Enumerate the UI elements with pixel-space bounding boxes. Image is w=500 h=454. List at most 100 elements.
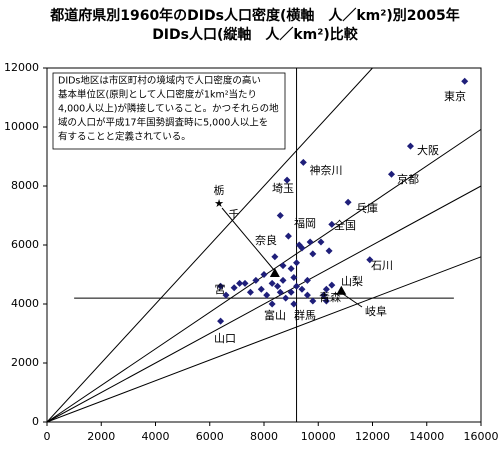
data-point [328,220,336,228]
data-point [344,198,352,206]
x-tick-label: 10000 [301,430,336,443]
data-point [320,291,328,299]
data-point [303,291,311,299]
y-tick-label: 12000 [4,61,39,74]
data-point [271,253,279,261]
data-point [268,300,276,308]
data-point [230,284,238,292]
note-text: 有することと定義されている。 [58,131,191,143]
reference-line [46,67,373,423]
data-point [290,273,298,281]
reference-line [46,256,482,423]
annotation: 大阪 [417,143,439,157]
x-tick-label: 4000 [142,430,170,443]
data-point [246,288,254,296]
chart-title: 都道府県別1960年のDIDs人口密度(横軸 人／km²)別2005年 [49,7,460,24]
note-text: 基本単位区(原則として人口密度が1km²当たり [58,89,257,101]
annotation: 兵庫 [356,201,378,215]
y-tick-label: 10000 [4,120,39,133]
data-point [283,176,291,184]
data-point [217,317,225,325]
data-point [252,276,260,284]
data-point [325,247,333,255]
data-point [322,297,330,305]
data-point [287,265,295,273]
data-point [306,238,314,246]
annotation: 京都 [397,172,419,186]
annotation: 神奈川 [310,163,343,177]
data-point [263,291,271,299]
annotation: 石川 [371,259,393,272]
arrow [221,207,275,271]
x-tick-label: 16000 [464,430,499,443]
y-tick-label: 6000 [11,238,39,251]
y-tick-label: 8000 [11,179,39,192]
data-point [328,281,336,289]
note-text: 4,000人以上)が隣接していること。かつそれらの地 [58,103,279,115]
data-point [282,294,290,302]
note-text: 域の人口が平成17年国勢調査時に5,000人以上を [58,117,268,129]
data-point [268,279,276,287]
data-point [276,212,284,219]
data-point [322,285,330,293]
annotation: 宮 [215,282,226,296]
data-point [222,291,230,299]
data-point [217,282,225,290]
data-point [293,259,301,267]
data-point [236,279,244,287]
annotation: 奈良 [255,233,277,247]
reference-line [46,185,482,423]
annotation: ★ [214,197,224,210]
data-point [276,288,284,296]
data-point [309,297,317,305]
data-point [299,158,307,166]
annotation: 富山 [264,308,286,322]
data-point [269,268,280,278]
y-tick-label: 2000 [11,356,39,369]
annotation: 栃 [214,183,225,197]
data-point [293,282,301,290]
data-point [336,285,347,295]
x-tick-label: 14000 [409,430,444,443]
x-tick-label: 2000 [87,430,115,443]
data-point [309,250,317,258]
annotation: 埼玉 [272,181,294,195]
data-point [260,271,268,278]
data-point [366,256,374,264]
annotation: 東京 [444,89,466,103]
data-point [241,279,249,287]
note-text: DIDs地区は市区町村の境域内で人口密度の高い [58,75,261,87]
data-point [387,170,395,178]
arrow [342,293,363,308]
annotation: 全国 [334,218,356,232]
x-tick-label: 12000 [355,430,390,443]
data-point [287,288,295,296]
data-point [279,262,287,270]
annotation: 山口 [214,332,236,345]
note-box [52,72,286,150]
x-tick-label: 8000 [250,430,278,443]
annotation: 福岡 [294,216,316,230]
data-point [303,276,311,284]
data-point [406,142,414,150]
y-tick-label: 4000 [11,297,39,310]
data-point [461,77,469,85]
annotation: 千 [229,208,240,221]
annotation: 青森 [319,290,341,304]
data-point [284,232,292,240]
data-point [290,300,298,308]
x-tick-label: 0 [44,430,51,443]
data-point [298,244,306,252]
data-point [317,238,325,246]
data-point [257,285,265,293]
chart-title: DIDs人口(縦軸 人／km²)比較 [152,26,359,43]
annotation: 岐阜 [365,305,387,318]
annotation: 群馬 [294,308,316,322]
data-point [279,276,287,284]
data-point [298,285,306,293]
x-tick-label: 6000 [196,430,224,443]
data-point [274,282,282,290]
y-tick-label: 0 [32,415,39,428]
annotation: 山梨 [341,274,363,288]
